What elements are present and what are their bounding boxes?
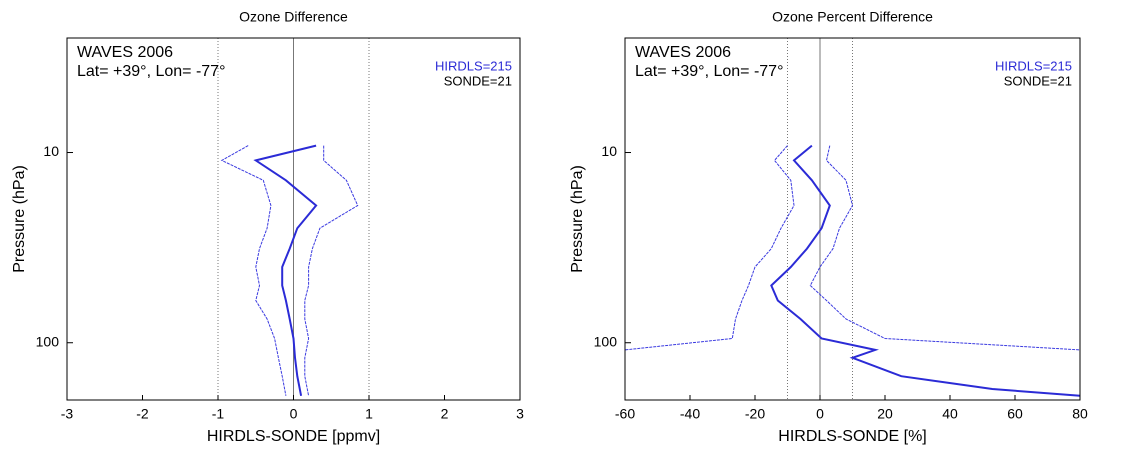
plot-frame bbox=[66, 37, 521, 401]
x-tick-label: 0 bbox=[816, 406, 824, 422]
y-axis-label: Pressure (hPa) bbox=[569, 165, 586, 273]
x-tick-label: 3 bbox=[516, 406, 524, 422]
x-tick-label: -2 bbox=[136, 406, 149, 422]
annotation: SONDE=21 bbox=[444, 73, 512, 88]
y-axis-label: Pressure (hPa) bbox=[11, 165, 28, 273]
x-axis-label: HIRDLS-SONDE [%] bbox=[778, 428, 926, 445]
x-tick-label: 20 bbox=[877, 406, 893, 422]
y-tick-label: 10 bbox=[601, 143, 617, 159]
x-tick-label: -3 bbox=[61, 406, 74, 422]
x-tick-label: 80 bbox=[1072, 406, 1088, 422]
std-line bbox=[220, 145, 287, 396]
std-line bbox=[624, 145, 795, 351]
y-tick-label: 100 bbox=[36, 333, 60, 349]
x-tick-label: 1 bbox=[365, 406, 373, 422]
annotation: HIRDLS=215 bbox=[435, 58, 512, 73]
annotation: Lat= +39°, Lon= -77° bbox=[635, 63, 783, 80]
panel: Ozone Percent Difference HIRDLS-SONDE [%]… bbox=[569, 9, 1088, 446]
mean-line bbox=[770, 144, 1081, 397]
annotation: HIRDLS=215 bbox=[995, 58, 1072, 73]
chart-title: Ozone Difference bbox=[239, 9, 348, 25]
plot-frame bbox=[624, 37, 1081, 401]
y-tick-label: 10 bbox=[43, 143, 59, 159]
x-tick-label: 2 bbox=[441, 406, 449, 422]
x-tick-label: 60 bbox=[1007, 406, 1023, 422]
x-tick-label: 0 bbox=[290, 406, 298, 422]
x-tick-label: -60 bbox=[615, 406, 635, 422]
std-line bbox=[809, 145, 1081, 351]
panel: Ozone Difference HIRDLS-SONDE [ppmv] Press… bbox=[11, 9, 524, 446]
annotation: WAVES 2006 bbox=[635, 44, 731, 61]
mean-line bbox=[253, 144, 318, 396]
annotation: Lat= +39°, Lon= -77° bbox=[77, 63, 225, 80]
x-tick-label: -1 bbox=[212, 406, 225, 422]
x-axis-label: HIRDLS-SONDE [ppmv] bbox=[207, 428, 380, 445]
chart-title: Ozone Percent Difference bbox=[772, 9, 933, 25]
annotation: WAVES 2006 bbox=[77, 44, 173, 61]
std-line bbox=[304, 145, 359, 396]
x-tick-label: 40 bbox=[942, 406, 958, 422]
x-tick-label: -40 bbox=[680, 406, 700, 422]
x-tick-label: -20 bbox=[745, 406, 765, 422]
annotation: SONDE=21 bbox=[1004, 73, 1072, 88]
y-tick-label: 100 bbox=[594, 333, 618, 349]
